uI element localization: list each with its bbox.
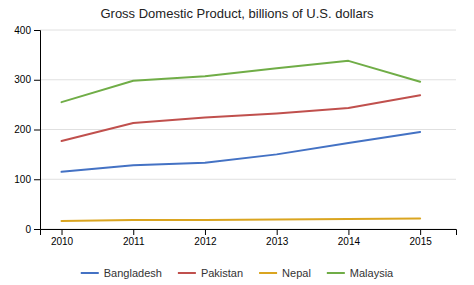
legend-label: Malaysia [350,267,394,279]
x-tick-mark [348,229,349,235]
legend-item: Pakistan [178,267,243,279]
legend-label: Pakistan [201,267,243,279]
x-tick: 2010 [51,229,74,247]
x-tick: 2011 [123,229,145,247]
x-tick-label: 2014 [338,236,361,247]
legend-swatch [327,272,345,274]
chart-container: Gross Domestic Product, billions of U.S.… [0,0,474,285]
y-tick-label: 100 [14,174,31,185]
grid-line [40,79,456,80]
y-tick-mark [34,179,40,180]
legend-label: Nepal [282,267,311,279]
title: Gross Domestic Product, billions of U.S.… [100,6,374,21]
x-tick-label: 2010 [51,236,74,247]
x-tick-label: 2011 [123,236,145,247]
series-line [62,219,421,221]
y-tick-label: 400 [14,25,31,36]
y-tick-mark [34,30,40,31]
y-axis-line [34,31,41,230]
grid-line [40,179,456,180]
chart: Gross Domestic Product, billions of U.S.… [0,0,474,285]
plot-area: 2010 2011 2012 2013 2014 2015 0 100 200 300 400 [14,25,456,247]
x-tick-mark [277,229,278,235]
y-tick-mark [34,80,40,81]
y-tick: 100 [14,174,40,185]
x-tick-mark [420,229,421,235]
grid-line [40,30,456,31]
series-line [62,61,421,102]
y-tick-label: 200 [14,124,31,135]
y-tick-label: 0 [25,224,31,235]
y-tick-label: 300 [14,74,31,85]
legend-item: Malaysia [327,267,394,279]
y-tick-mark [34,130,40,131]
y-tick: 300 [14,74,40,85]
x-tick-label: 2013 [266,236,289,247]
y-axis: 0 100 200 300 400 [14,25,40,235]
x-tick: 2013 [266,229,289,247]
legend-label: Bangladesh [104,267,162,279]
x-axis-line [41,230,457,236]
grid [40,30,456,229]
series-line [62,132,421,172]
x-tick: 2015 [410,229,433,247]
legend-swatch [178,272,196,274]
legend-swatch [259,272,277,274]
x-tick-label: 2015 [410,236,433,247]
x-tick: 2012 [194,229,217,247]
legend: Bangladesh Pakistan Nepal Malaysia [81,267,394,279]
x-tick-mark [205,229,206,235]
legend-item: Bangladesh [81,267,162,279]
legend-item: Nepal [259,267,311,279]
y-tick: 400 [14,25,40,36]
x-axis: 2010 2011 2012 2013 2014 2015 [41,229,457,247]
x-tick-label: 2012 [194,236,217,247]
x-tick-mark [133,229,134,235]
x-tick: 2014 [338,229,361,247]
x-tick-mark [62,229,63,235]
y-tick-mark [34,229,40,230]
series-line [62,95,421,141]
legend-swatch [81,272,99,274]
y-tick: 200 [14,124,40,135]
y-tick: 0 [25,224,40,235]
series-group [62,61,421,221]
